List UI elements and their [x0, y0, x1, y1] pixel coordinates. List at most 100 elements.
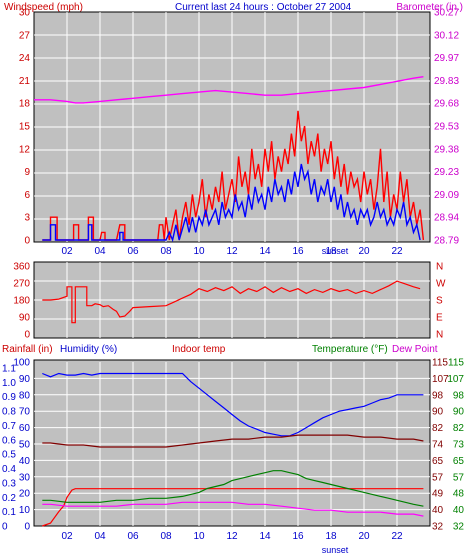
wind-y-tick-6: 18	[19, 99, 31, 110]
barometer-y-tick-8: 29.97	[434, 53, 459, 64]
wind-y-ticks: 0 3 6 9 12 15 18 21 24 27 30	[19, 8, 31, 247]
direction-series-line-0	[42, 280, 421, 324]
climate-x-tick-8: 18	[325, 531, 337, 542]
humidity-y-tick-1: 10	[19, 505, 31, 516]
climate-grid	[34, 362, 430, 526]
barometer-axis-title: Barometer (in.)	[396, 2, 463, 13]
wind-series-line-2	[34, 76, 424, 104]
barometer-y-tick-4: 29.38	[434, 144, 459, 155]
direction-compass-tick-4: N	[436, 262, 443, 273]
climate-x-tick-1: 04	[94, 531, 106, 542]
direction-degree-tick-3: 270	[13, 279, 30, 290]
wind-y-tick-3: 9	[24, 167, 30, 178]
wind-y-tick-7: 21	[19, 76, 31, 87]
humidity-y-tick-3: 30	[19, 472, 31, 483]
rainfall-y-tick-3: 0.3	[2, 478, 16, 489]
direction-compass-tick-1: E	[436, 313, 443, 324]
wind-y-tick-5: 15	[19, 122, 31, 133]
temperature-y-tick-b-5: 73	[453, 440, 465, 451]
barometer-y-tick-7: 29.83	[434, 76, 459, 87]
wind-x-ticks: 02 04 06 08 10 12 14 16 18 20 22	[61, 246, 403, 257]
temperature-y-tick-a-8: 98	[432, 390, 444, 401]
barometer-y-tick-0: 28.79	[434, 236, 459, 247]
temperature-y-tick-b-4: 65	[453, 456, 465, 467]
climate-series-line-4	[42, 501, 424, 517]
wind-x-tick-3: 08	[160, 246, 172, 257]
temperature-y-tick-a-3: 57	[432, 472, 444, 483]
humidity-y-tick-4: 40	[19, 456, 31, 467]
barometer-y-tick-9: 30.12	[434, 30, 459, 41]
rainfall-y-tick-5: 0.5	[2, 450, 16, 461]
wind-y-tick-10: 30	[19, 8, 31, 19]
temperature-y-tick-b-1: 40	[453, 505, 465, 516]
temperature-axis-title: Temperature (°F)	[312, 344, 388, 355]
barometer-y-tick-10: 30.27	[434, 8, 459, 19]
barometer-y-tick-5: 29.53	[434, 122, 459, 133]
direction-compass-tick-2: S	[436, 296, 443, 307]
direction-degree-tick-2: 180	[13, 296, 30, 307]
temperature-y-tick-a-1: 40	[432, 505, 444, 516]
temperature-y-ticks-b: 32 40 48 57 65 73 82 90 98 107 115	[447, 358, 464, 533]
temperature-y-tick-b-9: 107	[447, 374, 464, 385]
temperature-y-tick-b-6: 82	[453, 423, 465, 434]
wind-x-tick-9: 20	[358, 246, 370, 257]
climate-x-tick-9: 20	[358, 531, 370, 542]
climate-x-tick-6: 14	[259, 531, 271, 542]
wind-x-tick-4: 10	[193, 246, 205, 257]
rainfall-y-tick-4: 0.4	[2, 464, 16, 475]
rainfall-y-tick-7: 0.7	[2, 421, 16, 432]
rainfall-axis-title: Rainfall (in)	[2, 344, 53, 355]
climate-x-tick-10: 22	[391, 531, 403, 542]
rainfall-y-tick-0: 0	[2, 522, 8, 533]
climate-series-line-0	[42, 372, 424, 437]
temperature-y-tick-b-10: 115	[448, 358, 464, 369]
wind-y-tick-1: 3	[24, 213, 30, 224]
wind-y-tick-9: 27	[19, 30, 31, 41]
humidity-y-tick-2: 20	[19, 489, 31, 500]
climate-x-tick-3: 08	[160, 531, 172, 542]
direction-compass-tick-0: N	[436, 330, 443, 341]
indoor-temp-title: Indoor temp	[172, 344, 226, 355]
wind-x-tick-0: 02	[61, 246, 73, 257]
wind-x-tick-7: 16	[292, 246, 304, 257]
climate-x-tick-2: 06	[127, 531, 139, 542]
rainfall-y-tick-2: 0.2	[2, 493, 16, 504]
wind-y-tick-8: 24	[19, 53, 31, 64]
wind-x-tick-6: 14	[259, 246, 271, 257]
climate-x-ticks: 02 04 06 08 10 12 14 16 18 20 22	[61, 531, 403, 542]
barometer-y-tick-1: 28.94	[434, 213, 459, 224]
climate-series-line-1	[42, 434, 424, 448]
humidity-y-tick-7: 70	[19, 407, 31, 418]
temperature-y-tick-a-4: 65	[432, 456, 444, 467]
humidity-axis-title: Humidity (%)	[60, 344, 117, 355]
climate-x-tick-5: 12	[226, 531, 238, 542]
direction-series	[42, 280, 421, 324]
wind-x-tick-1: 04	[94, 246, 106, 257]
temperature-y-tick-a-2: 49	[432, 489, 444, 500]
wind-x-tick-8: 18	[325, 246, 337, 257]
humidity-y-tick-5: 50	[19, 440, 31, 451]
direction-compass-tick-3: W	[436, 279, 446, 290]
rainfall-y-tick-11: 1.1	[2, 364, 16, 375]
direction-degree-tick-4: 360	[13, 262, 30, 273]
direction-degree-tick-1: 90	[19, 313, 31, 324]
temperature-y-tick-b-7: 90	[453, 407, 465, 418]
temperature-y-tick-a-6: 82	[432, 423, 444, 434]
direction-degree-tick-0: 0	[24, 330, 30, 341]
humidity-y-tick-0: 0	[24, 522, 30, 533]
temperature-y-tick-b-0: 32	[453, 522, 465, 533]
climate-x-tick-0: 02	[61, 531, 73, 542]
wind-y-tick-0: 0	[24, 236, 30, 247]
wind-series-line-1	[42, 163, 421, 243]
dewpoint-axis-title: Dew Point	[392, 344, 438, 355]
temperature-y-tick-a-5: 74	[432, 440, 444, 451]
temperature-y-tick-a-9: 107	[432, 374, 449, 385]
direction-degree-ticks: 0 90 180 270 360	[13, 262, 30, 341]
wind-y-tick-4: 12	[19, 144, 31, 155]
climate-x-tick-7: 16	[292, 531, 304, 542]
humidity-y-tick-6: 60	[19, 423, 31, 434]
barometer-y-tick-6: 29.68	[434, 99, 459, 110]
barometer-y-ticks: 28.79 28.94 29.09 29.23 29.38 29.53 29.68 29.83…	[434, 8, 459, 247]
